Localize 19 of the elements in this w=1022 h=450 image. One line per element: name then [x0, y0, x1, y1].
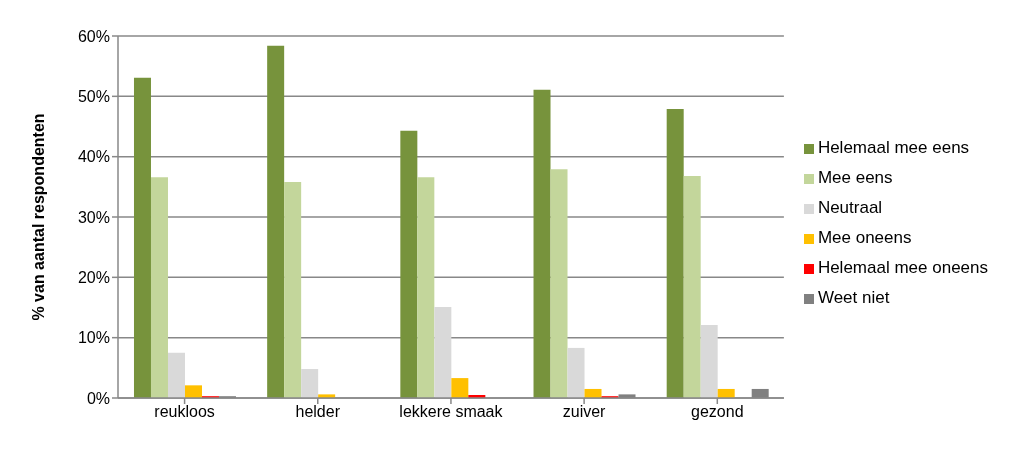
x-tick-label: gezond	[691, 403, 744, 421]
y-tick-label: 30%	[77, 208, 110, 226]
legend-label: Helemaal mee oneens	[817, 258, 988, 277]
x-tick-label: zuiver	[562, 403, 607, 421]
x-tick-label: reukloos	[154, 403, 215, 421]
y-axis-title: % van aantal respondenten	[29, 113, 47, 321]
y-tick-label: 50%	[77, 88, 110, 106]
legend-label: Helemaal mee eens	[817, 138, 970, 157]
y-tick-label: 0%	[86, 389, 110, 407]
y-tick-label: 40%	[77, 148, 110, 166]
x-tick-label: lekkere smaak	[399, 403, 504, 421]
x-tick-label: helder	[295, 403, 341, 421]
legend-label: Mee eens	[817, 168, 893, 187]
y-tick-label: 20%	[77, 269, 110, 287]
legend-label: Weet niet	[817, 288, 890, 307]
legend-label: Mee oneens	[817, 228, 912, 247]
y-tick-label: 10%	[77, 329, 110, 347]
y-tick-label: 60%	[77, 27, 110, 45]
legend-label: Neutraal	[817, 198, 883, 217]
